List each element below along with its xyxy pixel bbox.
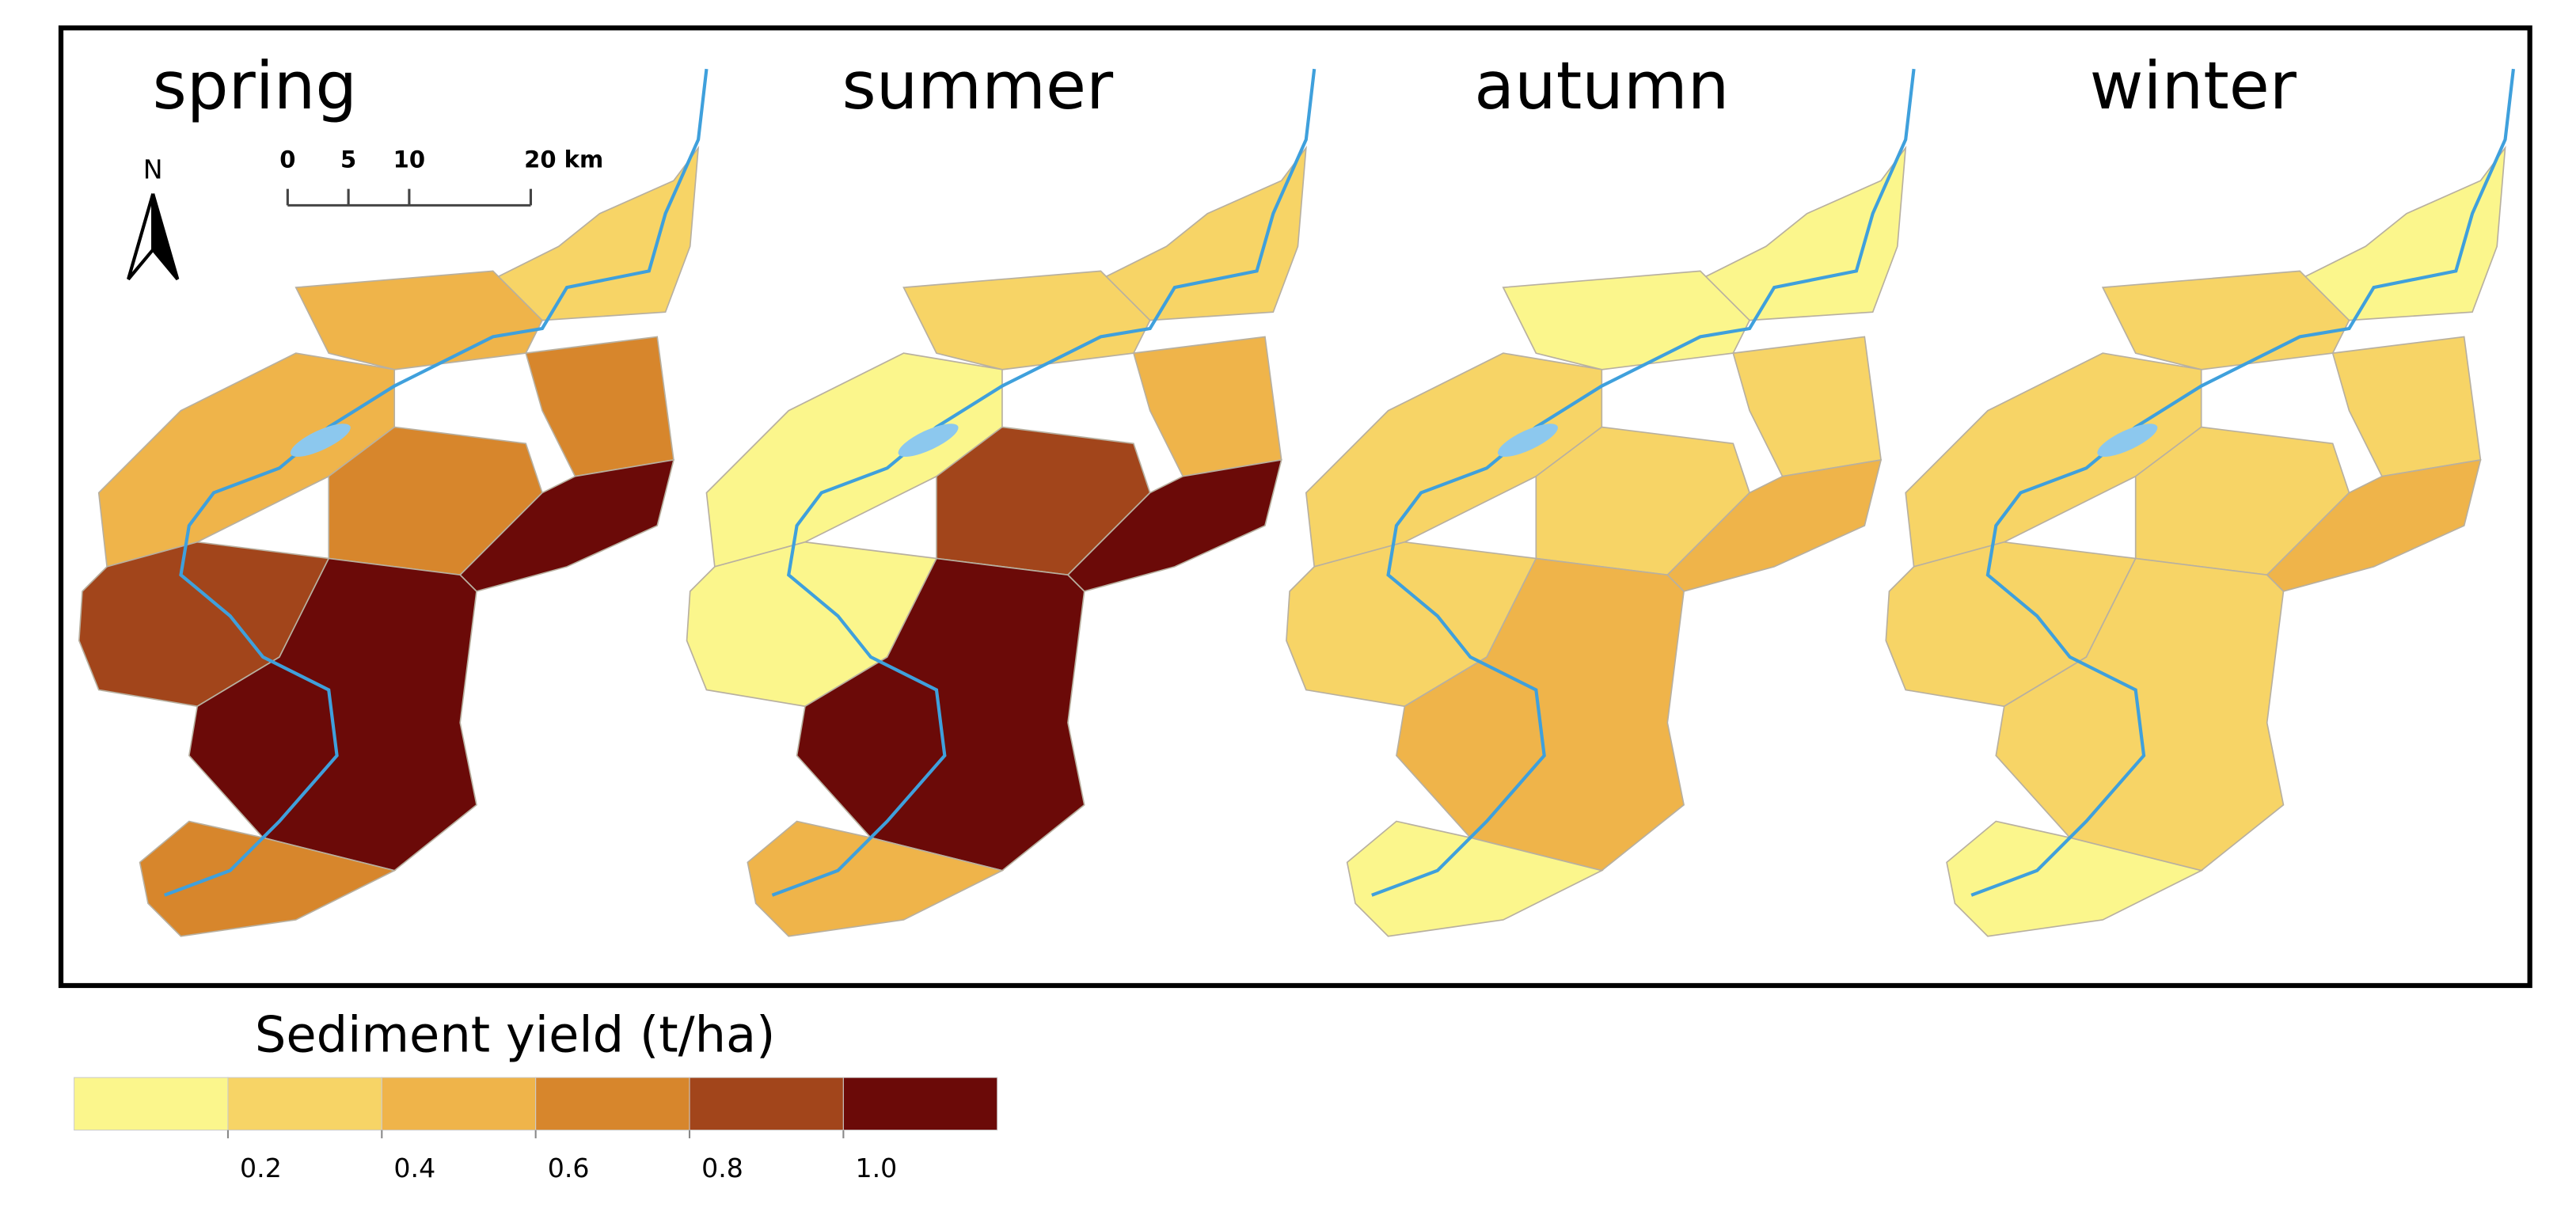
legend-swatch bbox=[535, 1077, 690, 1131]
subbasin bbox=[492, 145, 700, 321]
subbasin bbox=[1946, 820, 2204, 937]
scale-label: 10 bbox=[393, 146, 425, 173]
legend-tick-label: 1.0 bbox=[855, 1153, 897, 1183]
legend-title: Sediment yield (t/ha) bbox=[255, 1005, 776, 1063]
subbasin bbox=[2101, 270, 2350, 370]
legend-tick-label: 0.8 bbox=[701, 1153, 743, 1183]
legend-swatch bbox=[381, 1077, 537, 1131]
legend-swatch bbox=[689, 1077, 844, 1131]
river bbox=[771, 68, 1316, 897]
scale-label: 0 bbox=[279, 146, 295, 173]
legend-swatch bbox=[842, 1077, 998, 1131]
subbasin bbox=[747, 820, 1005, 937]
scale-label: 20 km bbox=[524, 146, 603, 173]
river bbox=[1371, 68, 1916, 897]
subbasin bbox=[1346, 820, 1604, 937]
river bbox=[163, 68, 709, 897]
map-panel: summer bbox=[686, 47, 1316, 937]
subbasin bbox=[1699, 145, 1907, 321]
subbasin bbox=[139, 820, 397, 937]
scale-label: 5 bbox=[340, 146, 356, 173]
legend-tick-label: 0.6 bbox=[548, 1153, 590, 1183]
map-panel: autumn bbox=[1286, 47, 1916, 937]
lake bbox=[898, 424, 959, 457]
subbasin bbox=[1099, 145, 1307, 321]
north-arrow-right bbox=[151, 193, 180, 281]
map-panel: winter bbox=[1885, 47, 2515, 937]
panel-title: winter bbox=[2090, 47, 2297, 124]
north-label: N bbox=[143, 154, 163, 184]
legend-tick-label: 0.2 bbox=[240, 1153, 282, 1183]
subbasin bbox=[902, 270, 1151, 370]
legend-swatch bbox=[74, 1077, 229, 1131]
legend-swatch bbox=[227, 1077, 382, 1131]
lake bbox=[290, 424, 351, 457]
map-panel: spring bbox=[78, 47, 709, 937]
panel-title: spring bbox=[153, 47, 357, 124]
north-arrow: N bbox=[127, 154, 180, 281]
legend-tick-label: 0.4 bbox=[393, 1153, 435, 1183]
subbasin bbox=[2298, 145, 2506, 321]
subbasin bbox=[294, 270, 543, 370]
subbasin bbox=[1502, 270, 1751, 370]
river bbox=[1970, 68, 2515, 897]
lake bbox=[2097, 424, 2158, 457]
panel-title: autumn bbox=[1474, 47, 1729, 124]
panel-title: summer bbox=[842, 47, 1114, 124]
lake bbox=[1497, 424, 1558, 457]
